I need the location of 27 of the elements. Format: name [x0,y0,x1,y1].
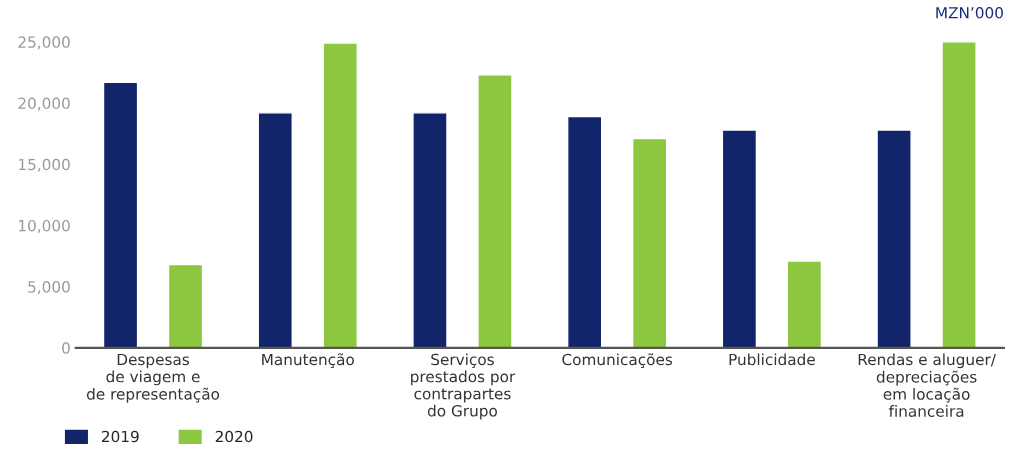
x-tick-label: Manutenção [262,353,354,368]
legend-label: 2020 [215,430,253,443]
bar [941,41,977,348]
y-tick-label: 15,000 [19,158,70,172]
bar [412,112,448,348]
y-tick-label: 0 [62,342,70,354]
bar [631,137,668,348]
legend-label: 2019 [101,430,139,443]
y-tick-label: 5,000 [28,281,70,295]
bar [876,129,912,348]
x-tick-label: Publicidade [729,353,815,366]
bar [786,260,823,348]
y-tick-label: 10,000 [19,219,70,234]
bar [566,115,603,348]
x-tick-label: Despesas de viagem e de representação [86,353,220,403]
x-tick-label: Serviços prestados por contrapartes do Grupo [411,353,516,420]
bar [167,263,204,348]
bar [257,112,293,348]
x-tick-label: Rendas e aluguer/ depreciações em locação financeira [858,353,996,417]
bar [477,74,513,348]
text: MZN’000 [936,7,1003,19]
y-tick-label: 25,000 [18,36,70,50]
y-tick-label: 20,000 [18,97,70,111]
bar [721,129,758,348]
bar [322,42,358,348]
bar [102,81,139,348]
x-tick-label: Comunicações [562,353,673,368]
